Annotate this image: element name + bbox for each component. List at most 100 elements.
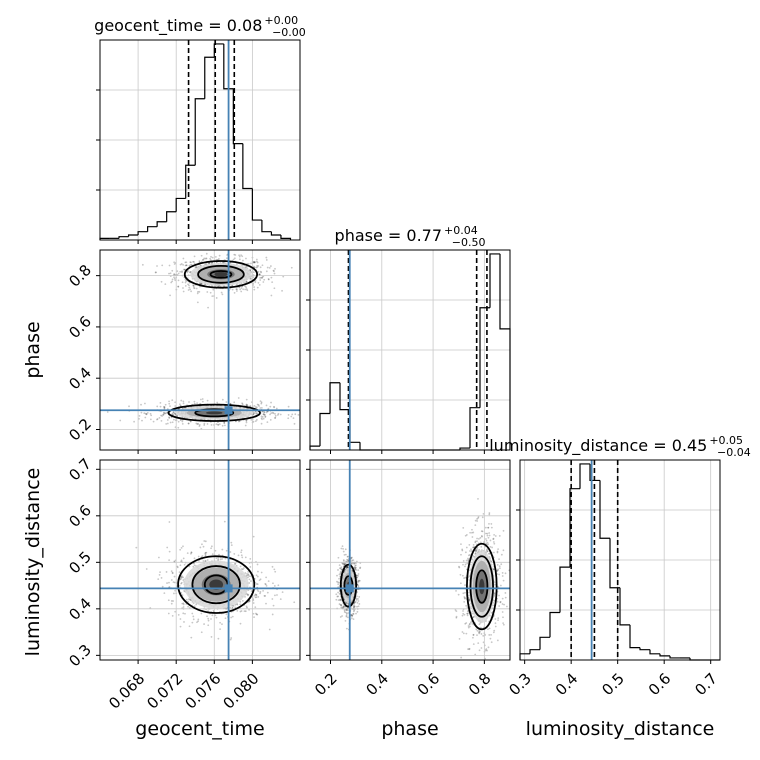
sample-point xyxy=(173,575,176,578)
sample-point xyxy=(253,286,255,288)
sample-point xyxy=(182,606,185,608)
sample-point xyxy=(168,402,171,405)
sample-point xyxy=(162,413,165,416)
sample-point xyxy=(187,422,190,425)
sample-point xyxy=(253,261,256,263)
sample-point xyxy=(244,572,247,574)
sample-point xyxy=(343,563,346,566)
sample-point xyxy=(357,600,360,602)
sample-point xyxy=(245,280,248,283)
sample-point xyxy=(267,278,270,281)
sample-point xyxy=(467,625,470,627)
sample-point xyxy=(510,631,512,633)
density-fill xyxy=(214,271,228,277)
sample-point xyxy=(214,256,217,258)
sample-point xyxy=(493,551,495,554)
sample-point xyxy=(165,571,168,573)
sample-point xyxy=(199,398,202,401)
sample-point xyxy=(477,631,480,633)
sample-point xyxy=(345,613,348,615)
sample-point xyxy=(236,609,239,612)
ylabel-luminosity-distance: luminosity_distance xyxy=(22,468,44,657)
sample-point xyxy=(258,273,261,276)
sample-point xyxy=(205,257,208,260)
sample-point xyxy=(174,412,176,415)
sample-point xyxy=(210,547,212,550)
ytick-label-luminosity-distance: 0.4 xyxy=(65,594,95,624)
sample-point xyxy=(466,612,469,615)
sample-point xyxy=(166,411,169,414)
sample-point xyxy=(189,271,191,274)
sample-point xyxy=(272,269,275,272)
sample-point xyxy=(343,563,346,566)
sample-point xyxy=(168,550,171,553)
sample-point xyxy=(465,559,468,562)
sample-point xyxy=(351,614,354,617)
xtick-label-phase: 0.8 xyxy=(465,670,495,700)
sample-point xyxy=(293,422,296,425)
sample-point xyxy=(201,543,203,546)
density-fill xyxy=(206,411,223,415)
contours-geocent-time-phase xyxy=(167,260,261,422)
sample-point xyxy=(242,567,245,569)
sample-point xyxy=(144,416,147,419)
sample-point xyxy=(342,563,344,565)
sample-point xyxy=(190,551,193,554)
sample-point xyxy=(161,585,164,588)
sample-point xyxy=(218,423,221,426)
sample-point xyxy=(163,407,166,410)
sample-point xyxy=(196,423,199,425)
sample-point xyxy=(287,417,290,420)
sample-point xyxy=(208,262,211,265)
sample-point xyxy=(272,582,274,585)
sample-point xyxy=(170,600,173,602)
histogram-bin-luminosity-distance xyxy=(649,649,660,655)
sample-point xyxy=(180,546,183,549)
sample-point xyxy=(140,411,143,414)
sample-point xyxy=(461,548,464,551)
sample-point xyxy=(467,626,470,629)
sample-point xyxy=(461,574,464,577)
sample-point xyxy=(245,266,247,268)
sample-point xyxy=(501,603,504,605)
xtick-label-phase: 0.6 xyxy=(414,670,444,700)
sample-point xyxy=(183,590,186,592)
sample-point xyxy=(501,572,504,574)
sample-point xyxy=(196,301,199,304)
sample-point xyxy=(252,413,255,416)
sample-point xyxy=(178,571,181,574)
sample-point xyxy=(247,593,250,596)
sample-point xyxy=(252,413,255,416)
sample-point xyxy=(269,413,271,416)
sample-point xyxy=(204,540,207,543)
sample-point xyxy=(231,284,234,287)
sample-point xyxy=(253,288,256,291)
sample-point xyxy=(192,285,195,288)
sample-point xyxy=(215,616,218,619)
sample-point xyxy=(357,573,360,575)
sample-point xyxy=(168,581,170,584)
sample-point xyxy=(256,563,259,566)
sample-point xyxy=(187,605,189,608)
sample-point xyxy=(493,568,495,571)
sample-point xyxy=(201,398,204,400)
sample-point xyxy=(263,595,266,597)
histogram-bin-geocent-time xyxy=(175,197,186,212)
sample-point xyxy=(498,565,501,568)
sample-point xyxy=(469,563,472,566)
sample-point xyxy=(265,602,267,605)
sample-point xyxy=(493,542,496,545)
sample-point xyxy=(201,555,204,557)
sample-point xyxy=(346,566,349,568)
sample-point xyxy=(476,634,478,637)
sample-point xyxy=(345,560,347,563)
histogram-bin-geocent-time xyxy=(147,226,158,232)
sample-point xyxy=(170,579,173,581)
sample-point xyxy=(455,616,458,619)
sample-point xyxy=(257,403,260,406)
sample-point xyxy=(160,419,163,422)
sample-point xyxy=(210,545,213,548)
sample-point xyxy=(188,264,191,267)
sample-point xyxy=(200,631,203,634)
histogram-bin-geocent-time xyxy=(166,211,177,222)
